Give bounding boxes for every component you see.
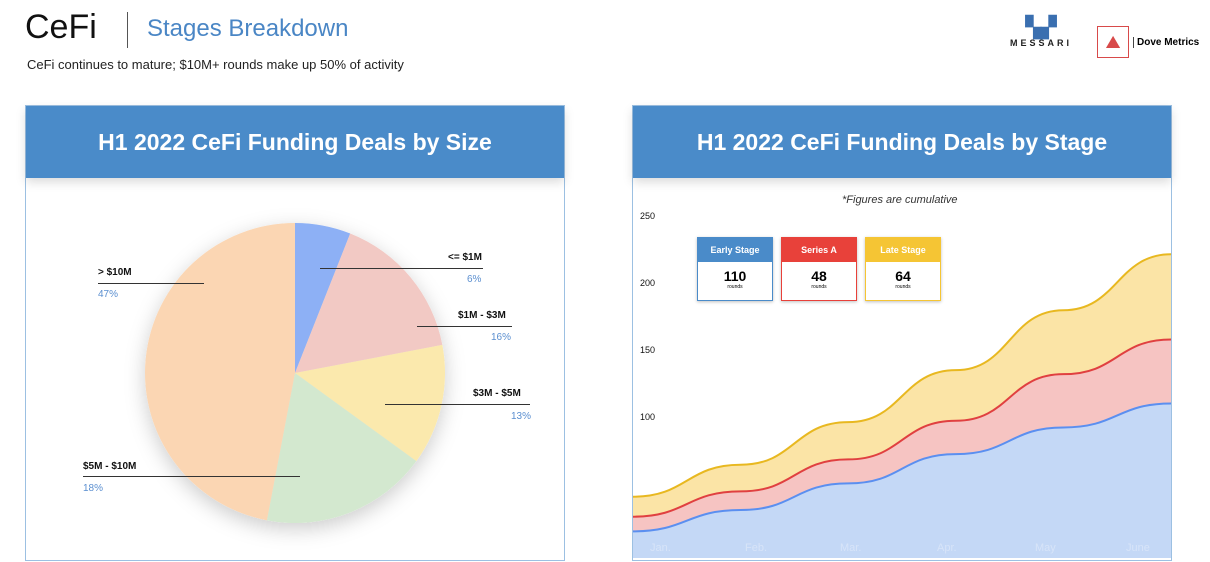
legend-label: Series A <box>782 238 856 262</box>
slice-pct: 47% <box>98 289 119 300</box>
title-divider <box>127 12 128 48</box>
y-tick: 100 <box>640 412 656 422</box>
x-tick: May <box>1035 542 1056 554</box>
line-series-a <box>632 338 1172 518</box>
slice-pct: 16% <box>491 332 512 343</box>
legend-total: 110 <box>723 268 747 284</box>
x-tick: Mar. <box>840 542 862 554</box>
legend-unit: rounds <box>727 284 743 290</box>
messari-wordmark: MESSARI <box>1009 38 1072 48</box>
slice-label: <= $1M <box>448 252 482 263</box>
messari-logo-icon: ▚▞ <box>1025 17 1057 39</box>
chart-note: *Figures are cumulative <box>842 194 958 206</box>
slice-pct: 18% <box>83 483 104 494</box>
subtitle: CeFi continues to mature; $10M+ rounds m… <box>27 57 404 72</box>
leader-line <box>417 326 512 327</box>
slice-label: > $10M <box>98 267 132 278</box>
pie-slice <box>266 373 417 523</box>
area-chart-title: H1 2022 CeFi Funding Deals by Stage <box>633 106 1171 178</box>
leader-line <box>385 404 530 405</box>
legend-card-late-stage: Late Stage 64 rounds <box>865 237 941 301</box>
line-late-stage <box>632 253 1172 498</box>
legend-label: Late Stage <box>866 238 940 262</box>
leader-line <box>320 268 483 269</box>
legend-total: 64 <box>895 268 911 284</box>
dove-metrics-logo-icon: ⛰ <box>1097 26 1129 58</box>
x-tick: Feb. <box>745 542 768 554</box>
pie-slice <box>295 223 351 373</box>
legend-total: 48 <box>811 268 827 284</box>
pie-slice <box>295 233 443 373</box>
legend-card-early-stage: Early Stage 110 rounds <box>697 237 773 301</box>
slice-label: $3M - $5M <box>473 388 521 399</box>
leader-line <box>83 476 300 477</box>
messari-logo: ▚▞ MESSARI <box>1005 18 1077 48</box>
dove-metrics-logo: ⛰ Dove Metrics <box>1097 26 1199 58</box>
y-tick: 200 <box>640 278 656 288</box>
pie-chart-title: H1 2022 CeFi Funding Deals by Size <box>26 106 564 178</box>
y-tick: 150 <box>640 345 656 355</box>
slice-label: $1M - $3M <box>458 310 506 321</box>
slice-pct: 13% <box>511 411 532 422</box>
slice-label: $5M - $10M <box>83 461 137 472</box>
pie-slice <box>145 223 295 521</box>
leader-line <box>98 283 204 284</box>
dove-metrics-wordmark: Dove Metrics <box>1133 36 1199 48</box>
slice-pct: 6% <box>467 274 482 285</box>
pie-slice <box>295 344 445 462</box>
page-title: CeFi <box>25 8 97 46</box>
section-title: Stages Breakdown <box>147 15 349 42</box>
x-tick: Jan. <box>650 542 671 554</box>
legend-card-series-a: Series A 48 rounds <box>781 237 857 301</box>
x-tick: Apr. <box>937 542 957 554</box>
y-tick: 250 <box>640 211 656 221</box>
x-tick: June <box>1126 542 1150 554</box>
area-early-stage <box>633 403 1171 558</box>
legend-unit: rounds <box>895 284 911 290</box>
legend-unit: rounds <box>811 284 827 290</box>
line-early-stage <box>632 402 1172 533</box>
legend-label: Early Stage <box>698 238 772 262</box>
